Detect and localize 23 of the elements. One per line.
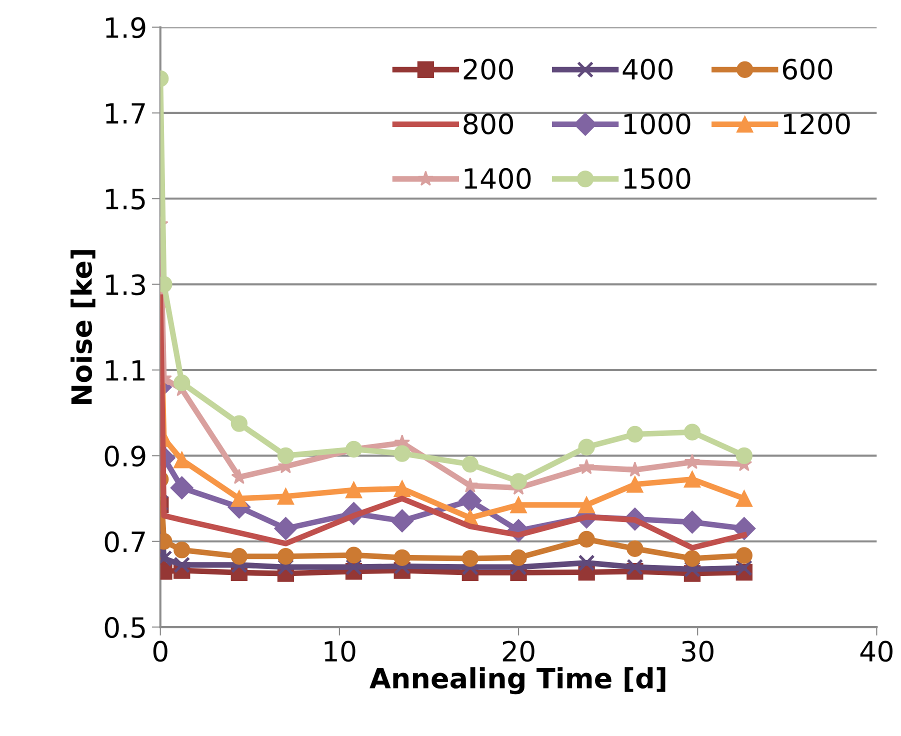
y-tick-label: 0.5 (104, 617, 145, 638)
y-tick-label: 1.1 (106, 360, 145, 381)
legend-label: 1400 (464, 168, 531, 190)
legend-label: 1000 (624, 113, 690, 134)
legend-label: 400 (622, 58, 673, 80)
y-axis-title: Noise [ke] (70, 250, 96, 404)
x-tick-label: 20 (502, 640, 534, 662)
legend-label: 800 (464, 113, 513, 134)
x-tick-label: 30 (682, 640, 714, 662)
y-tick-label: 0.7 (104, 531, 145, 552)
y-tick-label: 1.3 (106, 274, 145, 296)
y-tick-label: 0.9 (104, 446, 146, 467)
legend-label: 200 (464, 58, 513, 80)
x-tick-label: 10 (324, 640, 356, 662)
legend-label: 1500 (624, 168, 690, 190)
y-tick-label: 1.5 (106, 188, 145, 210)
x-tick-label: 0 (153, 640, 168, 662)
x-axis-title: Annealing Time [d] (370, 667, 666, 694)
legend-label: 1200 (784, 113, 850, 134)
y-tick-label: 1.7 (106, 103, 145, 124)
legend-label: 600 (782, 58, 832, 80)
x-tick-label: 40 (860, 640, 892, 662)
y-tick-label: 1.9 (106, 17, 146, 38)
